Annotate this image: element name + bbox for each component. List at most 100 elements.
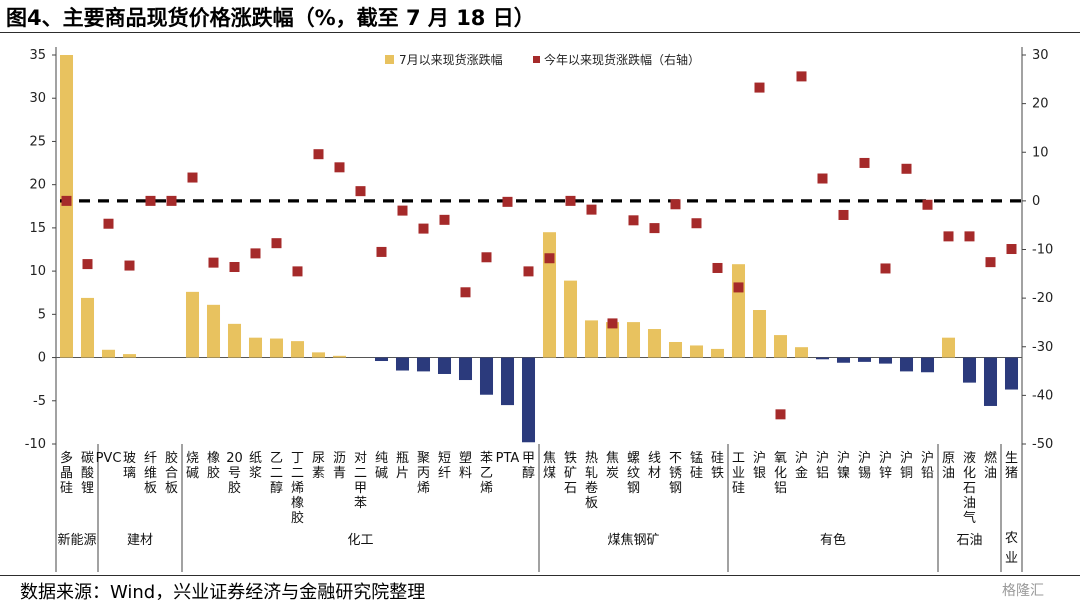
category-label: 橡胶 (207, 451, 220, 481)
scatter-point (544, 253, 555, 264)
chart-title: 图4、主要商品现货价格涨跌幅（%，截至 7 月 18 日） (6, 6, 535, 30)
source-note: 数据来源：Wind，兴业证券经济与金融研究院整理 (20, 582, 426, 603)
group-label: 石油 (956, 533, 982, 548)
left-tick-label: 5 (38, 307, 46, 322)
bar (836, 357, 851, 363)
left-tick-label: -5 (33, 394, 46, 409)
category-label: 沥青 (333, 451, 346, 481)
category-label: 沪铜 (900, 450, 913, 481)
bar (752, 310, 767, 358)
legend-swatch-marker (533, 56, 540, 63)
bar (185, 291, 200, 358)
bar (794, 347, 809, 358)
bar (269, 338, 284, 358)
category-label: 20 号胶 (226, 451, 243, 496)
bar (731, 264, 746, 358)
right-tick-label: 10 (1032, 145, 1049, 160)
scatter-point (250, 248, 261, 259)
scatter-point (859, 157, 870, 168)
category-label: 沪锌 (879, 450, 892, 481)
group-label: 新能源 (57, 532, 96, 548)
category-label: 燃油 (984, 450, 997, 481)
right-tick-label: -40 (1032, 388, 1053, 403)
bar (437, 357, 452, 374)
group-label: 农业 (1005, 531, 1018, 566)
category-label: 纯碱 (375, 451, 388, 481)
scatter-point (649, 223, 660, 234)
bar (122, 354, 137, 358)
scatter-point (817, 173, 828, 184)
scatter-point (292, 266, 303, 277)
bar (815, 357, 830, 360)
category-label: 氧化铝 (774, 451, 787, 496)
scatter-point (334, 162, 345, 173)
legend-label-marker: 今年以来现货涨跌幅（右轴） (544, 52, 700, 67)
category-label: 螺纹钢 (627, 451, 640, 496)
bar (521, 357, 536, 443)
left-tick-label: 0 (38, 351, 46, 366)
right-tick-label: -50 (1032, 437, 1053, 452)
markers-layer (61, 71, 1017, 420)
bar (458, 357, 473, 381)
scatter-point (397, 205, 408, 216)
scatter-point (628, 215, 639, 226)
bar (374, 357, 389, 362)
bar (59, 55, 74, 358)
category-label: PTA (496, 451, 520, 466)
bar (206, 304, 221, 358)
category-label: 沪铝 (816, 450, 829, 481)
scatter-point (754, 82, 765, 93)
group-label: 有色 (820, 532, 846, 548)
category-label: 玻璃 (123, 451, 136, 481)
scatter-point (271, 238, 282, 249)
scatter-point (166, 195, 177, 206)
bar (668, 341, 683, 358)
category-label: 沪银 (753, 450, 766, 481)
scatter-point (61, 195, 72, 206)
bar (227, 323, 242, 358)
scatter-point (418, 223, 429, 234)
left-tick-label: -10 (25, 437, 46, 452)
bar (647, 329, 662, 358)
category-label: 工业硅 (732, 451, 745, 496)
category-label: 铁矿石 (564, 451, 577, 496)
left-tick-label: 30 (29, 91, 46, 106)
title-divider (0, 32, 1080, 33)
right-tick-label: -30 (1032, 340, 1053, 355)
category-label: 原油 (942, 451, 955, 481)
right-tick-label: 0 (1032, 194, 1040, 209)
bar (962, 357, 977, 383)
category-label: 沪镍 (837, 450, 850, 481)
category-label: 甲醇 (522, 451, 535, 481)
bar (920, 357, 935, 373)
scatter-point (670, 199, 681, 210)
category-label: 锰硅 (690, 451, 703, 481)
scatter-point (208, 257, 219, 268)
bar (983, 357, 998, 406)
scatter-point (733, 282, 744, 293)
group-label: 煤焦钢矿 (607, 533, 659, 548)
bar (248, 337, 263, 358)
category-label: 多晶硅 (60, 450, 73, 496)
category-label: 生猪 (1005, 451, 1018, 481)
scatter-point (901, 163, 912, 174)
bar (416, 357, 431, 372)
legend: 7月以来现货涨跌幅 今年以来现货涨跌幅（右轴） (385, 52, 700, 67)
scatter-point (103, 218, 114, 229)
bar (542, 232, 557, 358)
category-label: 短纤 (438, 451, 451, 481)
category-label: 尿素 (312, 451, 325, 481)
bar (626, 322, 641, 358)
category-label: 苯乙烯 (480, 451, 493, 496)
axes-layer: -10-505101520253035-50-40-30-20-10010203… (25, 47, 1053, 572)
bar (941, 337, 956, 358)
scatter-point (523, 266, 534, 277)
category-label: 沪金 (795, 450, 808, 481)
source-divider (0, 575, 1080, 576)
scatter-point (229, 262, 240, 273)
scatter-point (355, 186, 366, 197)
scatter-point (502, 196, 513, 207)
category-label: 丁二烯橡胶 (291, 451, 304, 526)
